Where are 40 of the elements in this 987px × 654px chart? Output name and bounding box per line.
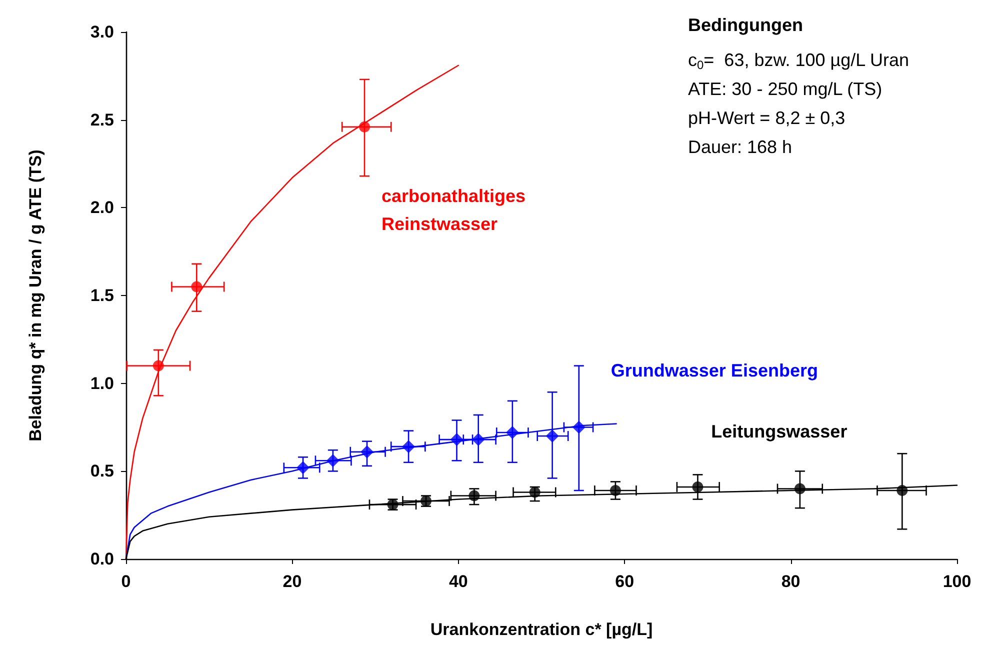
text: Leitungswasser [711,421,848,442]
point [506,426,519,440]
point [359,121,370,132]
point [450,433,464,446]
point [360,445,374,458]
y-tick-label: 0.5 [90,462,114,481]
x-tick-label: 40 [448,572,468,591]
point [546,430,559,443]
x-tick-label: 80 [781,572,800,591]
point [794,483,806,494]
x-tick-label: 0 [121,572,131,591]
point [326,454,340,468]
x-tick-label: 20 [282,572,302,591]
x-axis-title: Urankonzentration c* [µg/L] [430,620,653,639]
point [529,486,540,498]
y-tick-label: 1.0 [90,374,114,393]
point [191,281,202,292]
annotation: pH-Wert = 8,2 ± 0,3 [688,108,846,128]
text: Grundwasser Eisenberg [610,360,818,380]
point [152,360,164,372]
point [402,440,416,454]
annotation: ATE: 30 - 250 mg/L (TS) [688,79,882,99]
point [896,484,908,496]
point [468,490,480,502]
point [572,420,586,434]
point [296,461,310,474]
y-tick-label: 2.0 [90,198,114,218]
y-axis-title: Beladung q* in mg Uran / g ATE (TS) [26,150,45,442]
point [692,481,704,492]
annotation: Dauer: 168 h [688,137,792,157]
point [472,433,485,446]
text: carbonathaltiges Reinstwasser [381,186,526,234]
x-tick-label: 100 [942,572,972,591]
y-tick-label: 1.5 [90,286,114,305]
y-tick-label: 0.0 [90,550,114,568]
point [610,484,621,496]
annotation: Bedingungen [688,15,803,35]
x-tick-label: 60 [615,572,634,591]
y-tick-label: 2.5 [90,110,114,130]
y-tick-label: 3.0 [90,22,114,42]
